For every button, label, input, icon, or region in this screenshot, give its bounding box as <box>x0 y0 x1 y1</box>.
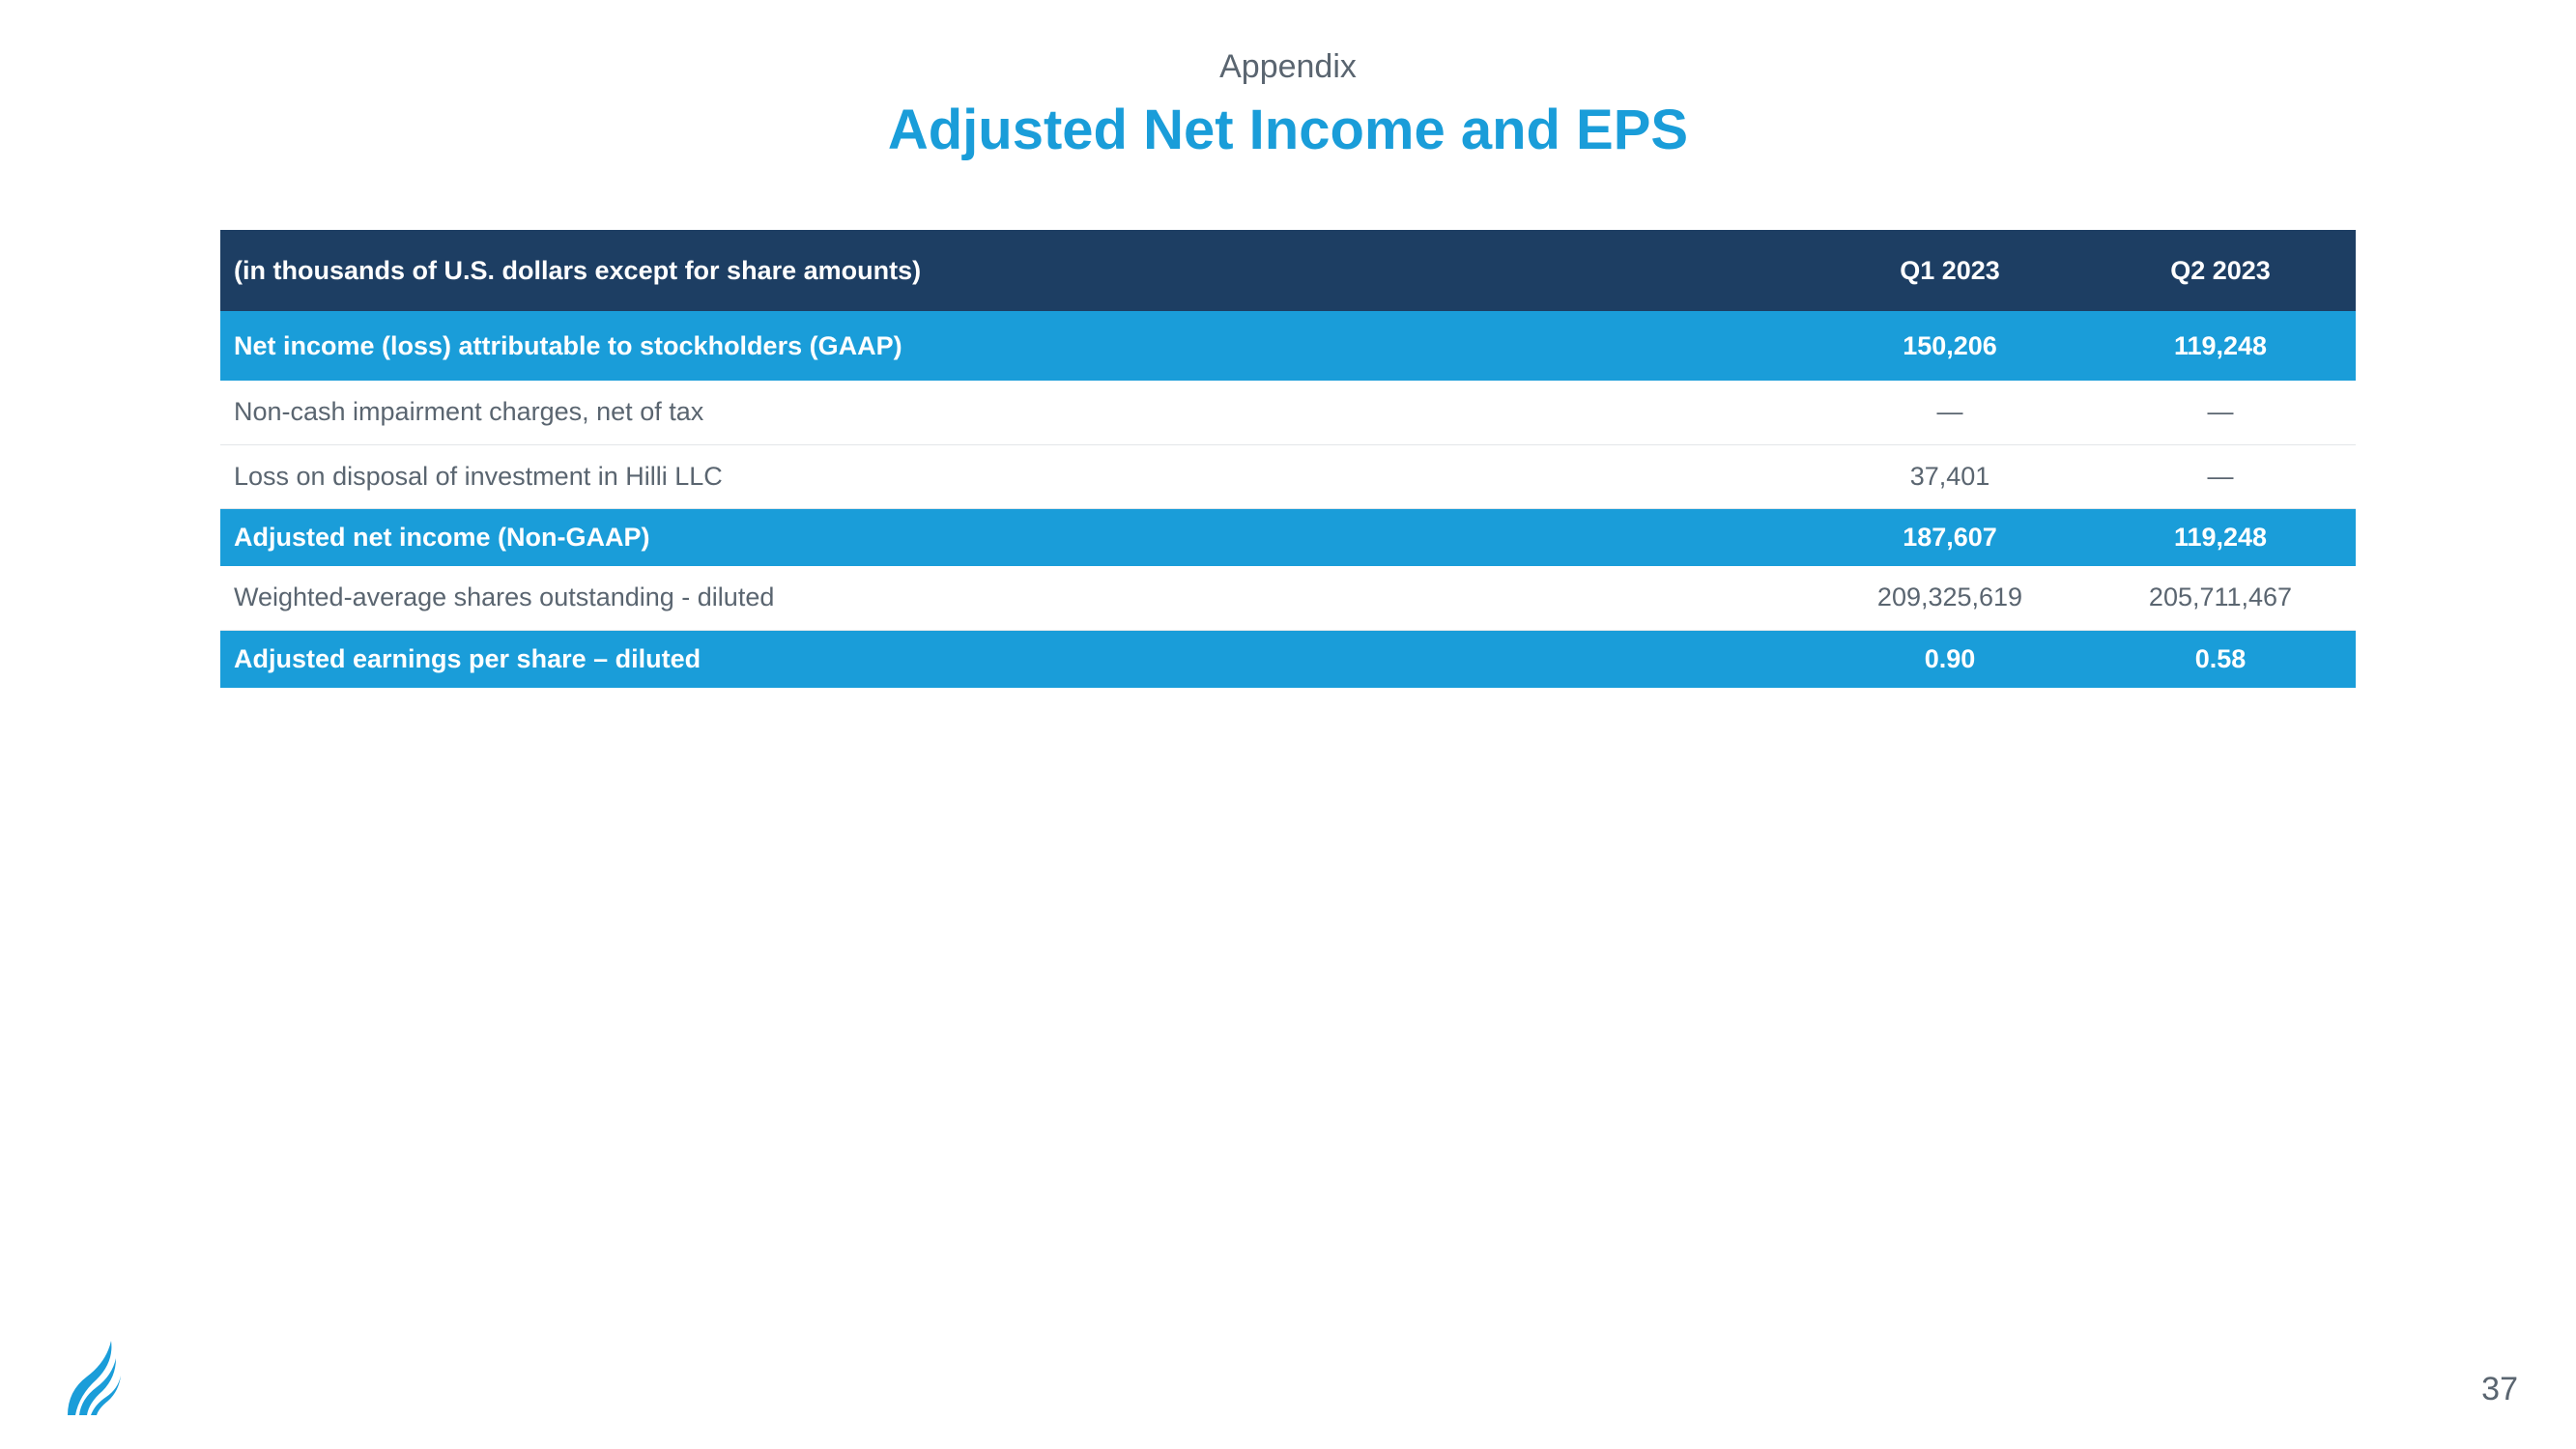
col-header-q1: Q1 2023 <box>1815 230 2085 311</box>
row-q1: 0.90 <box>1815 630 2085 688</box>
row-q2: 119,248 <box>2085 311 2356 381</box>
col-header-label: (in thousands of U.S. dollars except for… <box>220 230 1815 311</box>
row-label: Loss on disposal of investment in Hilli … <box>220 444 1815 508</box>
financial-table: (in thousands of U.S. dollars except for… <box>220 230 2356 688</box>
row-q1: 209,325,619 <box>1815 566 2085 630</box>
table-row: Adjusted earnings per share – diluted 0.… <box>220 630 2356 688</box>
table-container: (in thousands of U.S. dollars except for… <box>220 230 2356 688</box>
row-q1: 187,607 <box>1815 508 2085 566</box>
col-header-q2: Q2 2023 <box>2085 230 2356 311</box>
row-label: Net income (loss) attributable to stockh… <box>220 311 1815 381</box>
slide: Appendix Adjusted Net Income and EPS (in… <box>0 0 2576 1449</box>
row-q2: 119,248 <box>2085 508 2356 566</box>
subtitle: Appendix <box>0 48 2576 86</box>
row-q1: 37,401 <box>1815 444 2085 508</box>
table-row: Non-cash impairment charges, net of tax … <box>220 381 2356 444</box>
row-label: Weighted-average shares outstanding - di… <box>220 566 1815 630</box>
row-label: Adjusted earnings per share – diluted <box>220 630 1815 688</box>
table-row: Adjusted net income (Non-GAAP) 187,607 1… <box>220 508 2356 566</box>
page-number: 37 <box>2481 1371 2518 1408</box>
table-row: Net income (loss) attributable to stockh… <box>220 311 2356 381</box>
logo-icon <box>58 1333 126 1420</box>
table-row: Weighted-average shares outstanding - di… <box>220 566 2356 630</box>
table-row: Loss on disposal of investment in Hilli … <box>220 444 2356 508</box>
row-label: Non-cash impairment charges, net of tax <box>220 381 1815 444</box>
page-title: Adjusted Net Income and EPS <box>0 98 2576 162</box>
row-q1: 150,206 <box>1815 311 2085 381</box>
row-q1: — <box>1815 381 2085 444</box>
row-label: Adjusted net income (Non-GAAP) <box>220 508 1815 566</box>
table-header-row: (in thousands of U.S. dollars except for… <box>220 230 2356 311</box>
row-q2: 205,711,467 <box>2085 566 2356 630</box>
row-q2: — <box>2085 444 2356 508</box>
row-q2: — <box>2085 381 2356 444</box>
row-q2: 0.58 <box>2085 630 2356 688</box>
